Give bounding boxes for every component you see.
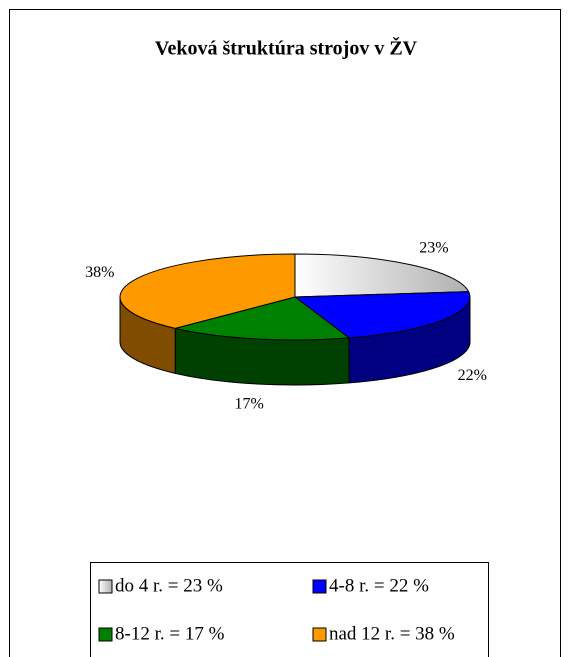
pie-slice [119,253,296,329]
data-label: 22% [458,367,487,384]
pie-slice [293,291,471,339]
legend-swatch [98,579,113,594]
pie-slice [175,296,351,341]
legend-label: nad 12 r. = 38 % [329,623,455,644]
legend-swatch [98,627,113,642]
legend-label: do 4 r. = 23 % [115,575,223,596]
legend-box [90,562,489,657]
legend-label: 4-8 r. = 22 % [329,575,429,596]
legend-swatch [312,627,327,642]
pie-slice [294,253,470,298]
data-label: 17% [235,396,264,413]
legend-swatch [312,579,327,594]
legend-label: 8-12 r. = 17 % [115,623,225,644]
chart-title: Veková štruktúra strojov v ŽV [155,36,418,60]
data-label: 23% [419,239,448,256]
data-label: 38% [85,264,114,281]
